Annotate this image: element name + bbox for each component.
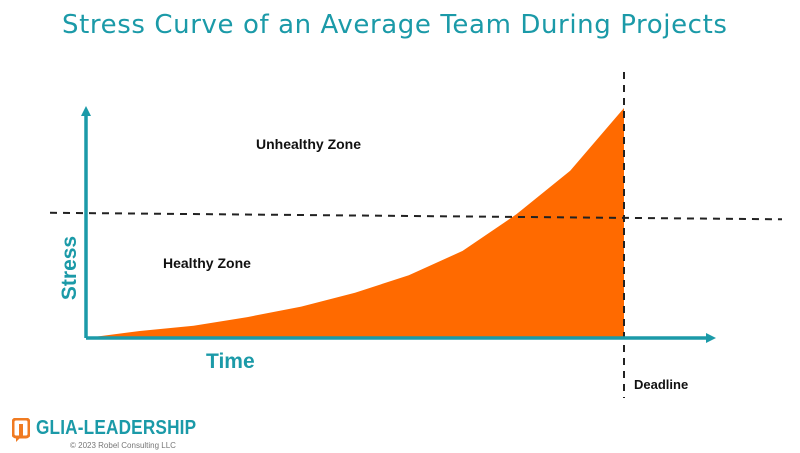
stress-area [86,108,624,338]
healthy-zone-label: Healthy Zone [163,255,251,271]
unhealthy-zone-label: Unhealthy Zone [256,136,362,152]
copyright-text: © 2023 Robel Consulting LLC [70,441,176,450]
deadline-label: Deadline [634,377,689,392]
brand-logo: GLIA-LEADERSHIP © 2023 Robel Consulting … [12,415,212,451]
logo-mark-icon [12,418,30,442]
x-axis-label: Time [206,350,255,373]
healthy-threshold-line [49,211,783,221]
y-axis-label: Stress [58,235,81,301]
logo-wordmark: GLIA-LEADERSHIP [36,417,197,439]
chart-title: Stress Curve of an Average Team During P… [62,10,728,40]
